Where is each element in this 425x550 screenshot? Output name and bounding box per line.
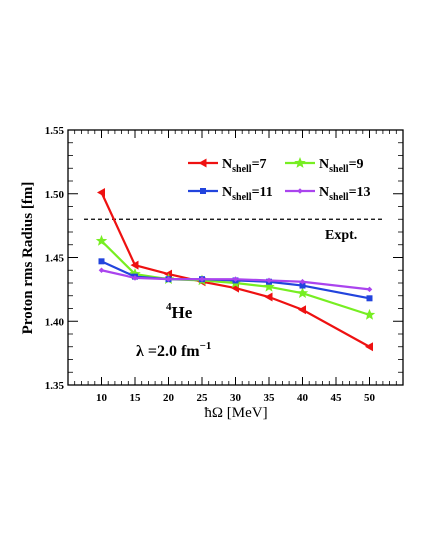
data-point-n7 (365, 342, 373, 352)
legend-item-n13: Nshell=13 (285, 185, 371, 203)
series-n13 (98, 267, 373, 293)
legend-marker-n7 (198, 158, 207, 168)
expt-label: Expt. (325, 228, 357, 243)
data-point-n9 (263, 280, 275, 292)
data-point-n9 (296, 287, 309, 299)
legend-item-n7: Nshell=7 (188, 157, 267, 175)
x-tick-label: 10 (96, 392, 108, 404)
legend-label-sub: shell (232, 192, 252, 203)
data-point-n11 (98, 258, 105, 265)
data-point-n13 (266, 277, 272, 284)
legend-item-n11: Nshell=11 (188, 185, 273, 203)
nucleus-mass-number: 4 (166, 301, 172, 313)
y-tick-label: 1.40 (45, 316, 65, 328)
y-tick-label: 1.35 (45, 380, 65, 392)
series-line-n9 (100, 240, 370, 316)
data-point-n7 (264, 292, 273, 302)
data-point-n13 (132, 275, 138, 281)
lambda-exponent: −1 (200, 340, 212, 352)
data-point-n13 (165, 276, 172, 282)
x-tick-label: 20 (163, 392, 175, 404)
x-tick-label: 35 (264, 392, 276, 404)
legend-marker-n9 (294, 157, 306, 168)
legend-label-main: N (319, 157, 329, 172)
data-point-n9 (95, 234, 108, 246)
x-tick-label: 15 (130, 392, 142, 404)
legend-label: Nshell=11 (222, 185, 273, 203)
lambda-value: λ =2.0 fm (136, 343, 200, 360)
x-tick-label: 40 (297, 392, 309, 404)
data-point-n13 (199, 276, 205, 282)
legend-label: Nshell=7 (222, 157, 267, 175)
legend-label: Nshell=9 (319, 157, 364, 175)
data-point-n13 (232, 276, 239, 282)
series-line-n7 (100, 192, 371, 348)
legend-marker-n11 (200, 188, 206, 194)
data-point-n13 (98, 267, 105, 274)
x-axis-label: ħΩ [MeV] (204, 405, 267, 421)
legend-label-tail: =7 (252, 157, 267, 172)
legend-item-n9: Nshell=9 (285, 157, 364, 175)
data-point-n7 (130, 260, 139, 270)
data-point-n7 (298, 305, 306, 315)
y-tick-label: 1.50 (45, 189, 65, 201)
legend-label: Nshell=13 (319, 185, 371, 203)
data-point-n13 (366, 286, 373, 293)
legend-label-main: N (222, 157, 232, 172)
y-tick-label: 1.45 (45, 253, 65, 265)
nucleus-symbol: He (172, 303, 193, 322)
legend-label-main: N (222, 185, 232, 200)
data-point-n7 (97, 187, 105, 197)
data-point-n9 (363, 308, 376, 320)
data-point-n9 (129, 268, 141, 279)
data-point-n13 (299, 278, 306, 285)
legend-label-main: N (319, 185, 329, 200)
nucleus-label: 4He (166, 301, 193, 322)
y-tick-label: 1.55 (45, 125, 65, 137)
legend-label-tail: =11 (252, 185, 273, 200)
legend-label-sub: shell (329, 192, 349, 203)
legend-label-sub: shell (329, 164, 349, 175)
lambda-label: λ =2.0 fm−1 (136, 340, 211, 360)
legend-label-sub: shell (232, 164, 252, 175)
series-n7 (97, 187, 373, 352)
legend-label-tail: =9 (349, 157, 364, 172)
data-point-n11 (366, 295, 373, 302)
x-tick-label: 30 (230, 392, 242, 404)
x-tick-label: 45 (331, 392, 343, 404)
x-tick-label: 50 (364, 392, 376, 404)
data-point-n11 (299, 282, 306, 289)
x-tick-label: 25 (197, 392, 209, 404)
legend-label-tail: =13 (349, 185, 371, 200)
y-axis-label: Proton rms Radius [fm] (20, 182, 36, 335)
legend-marker-n13 (297, 188, 303, 194)
series-line-n13 (101, 269, 370, 291)
